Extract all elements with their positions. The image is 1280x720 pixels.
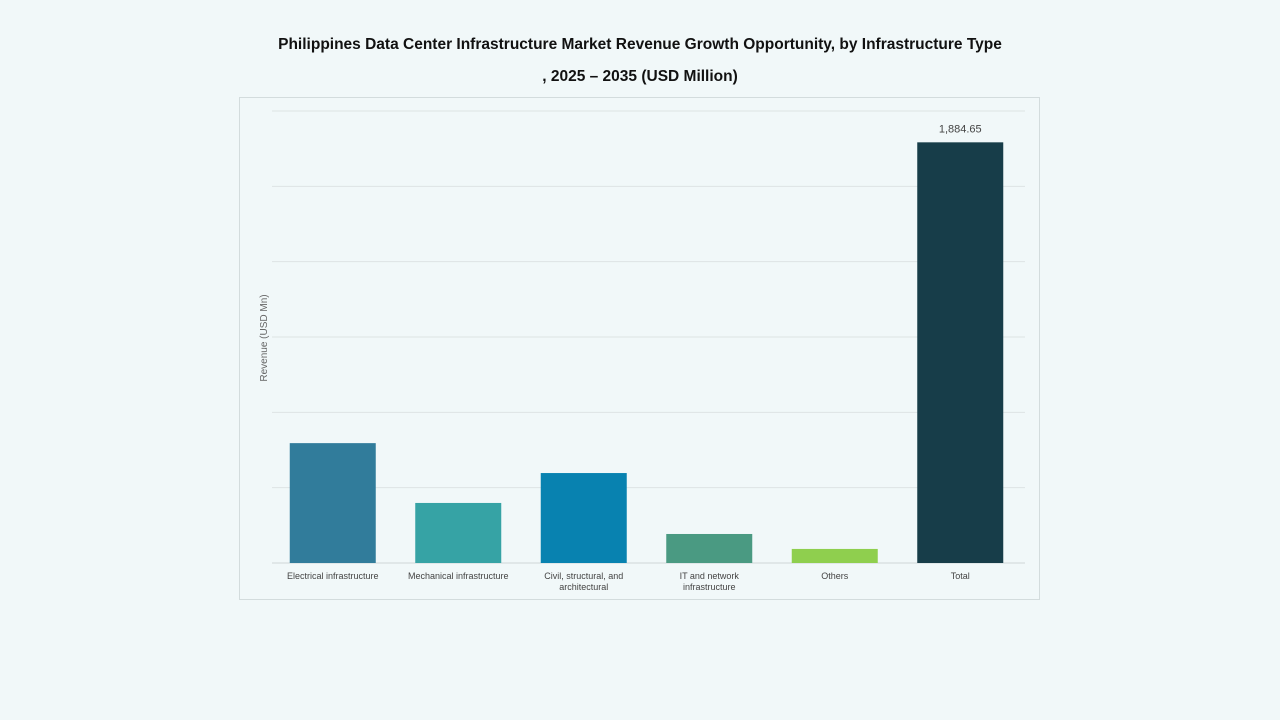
x-tick-label: Electrical infrastructure — [287, 571, 379, 581]
x-tick-label: Others — [821, 571, 849, 581]
x-tick-label: Civil, structural, and architectural — [544, 571, 623, 592]
bar-0 — [289, 443, 376, 563]
bar-5 — [917, 142, 1004, 563]
x-tick-label: Mechanical infrastructure — [408, 571, 509, 581]
bar-2 — [540, 473, 627, 563]
x-tick-label: Total — [951, 571, 970, 581]
chart-frame — [239, 97, 1040, 600]
y-axis-label: Revenue (USD Mn) — [259, 294, 270, 381]
chart-title-line-1: Philippines Data Center Infrastructure M… — [278, 36, 1002, 53]
chart-title-line-2: , 2025 – 2035 (USD Million) — [542, 68, 738, 85]
bar-3 — [666, 533, 753, 563]
x-tick-label: IT and network infrastructure — [680, 571, 740, 592]
bar-1 — [415, 502, 502, 563]
data-label: 1,884.65 — [939, 123, 982, 135]
bar-4 — [791, 548, 878, 563]
